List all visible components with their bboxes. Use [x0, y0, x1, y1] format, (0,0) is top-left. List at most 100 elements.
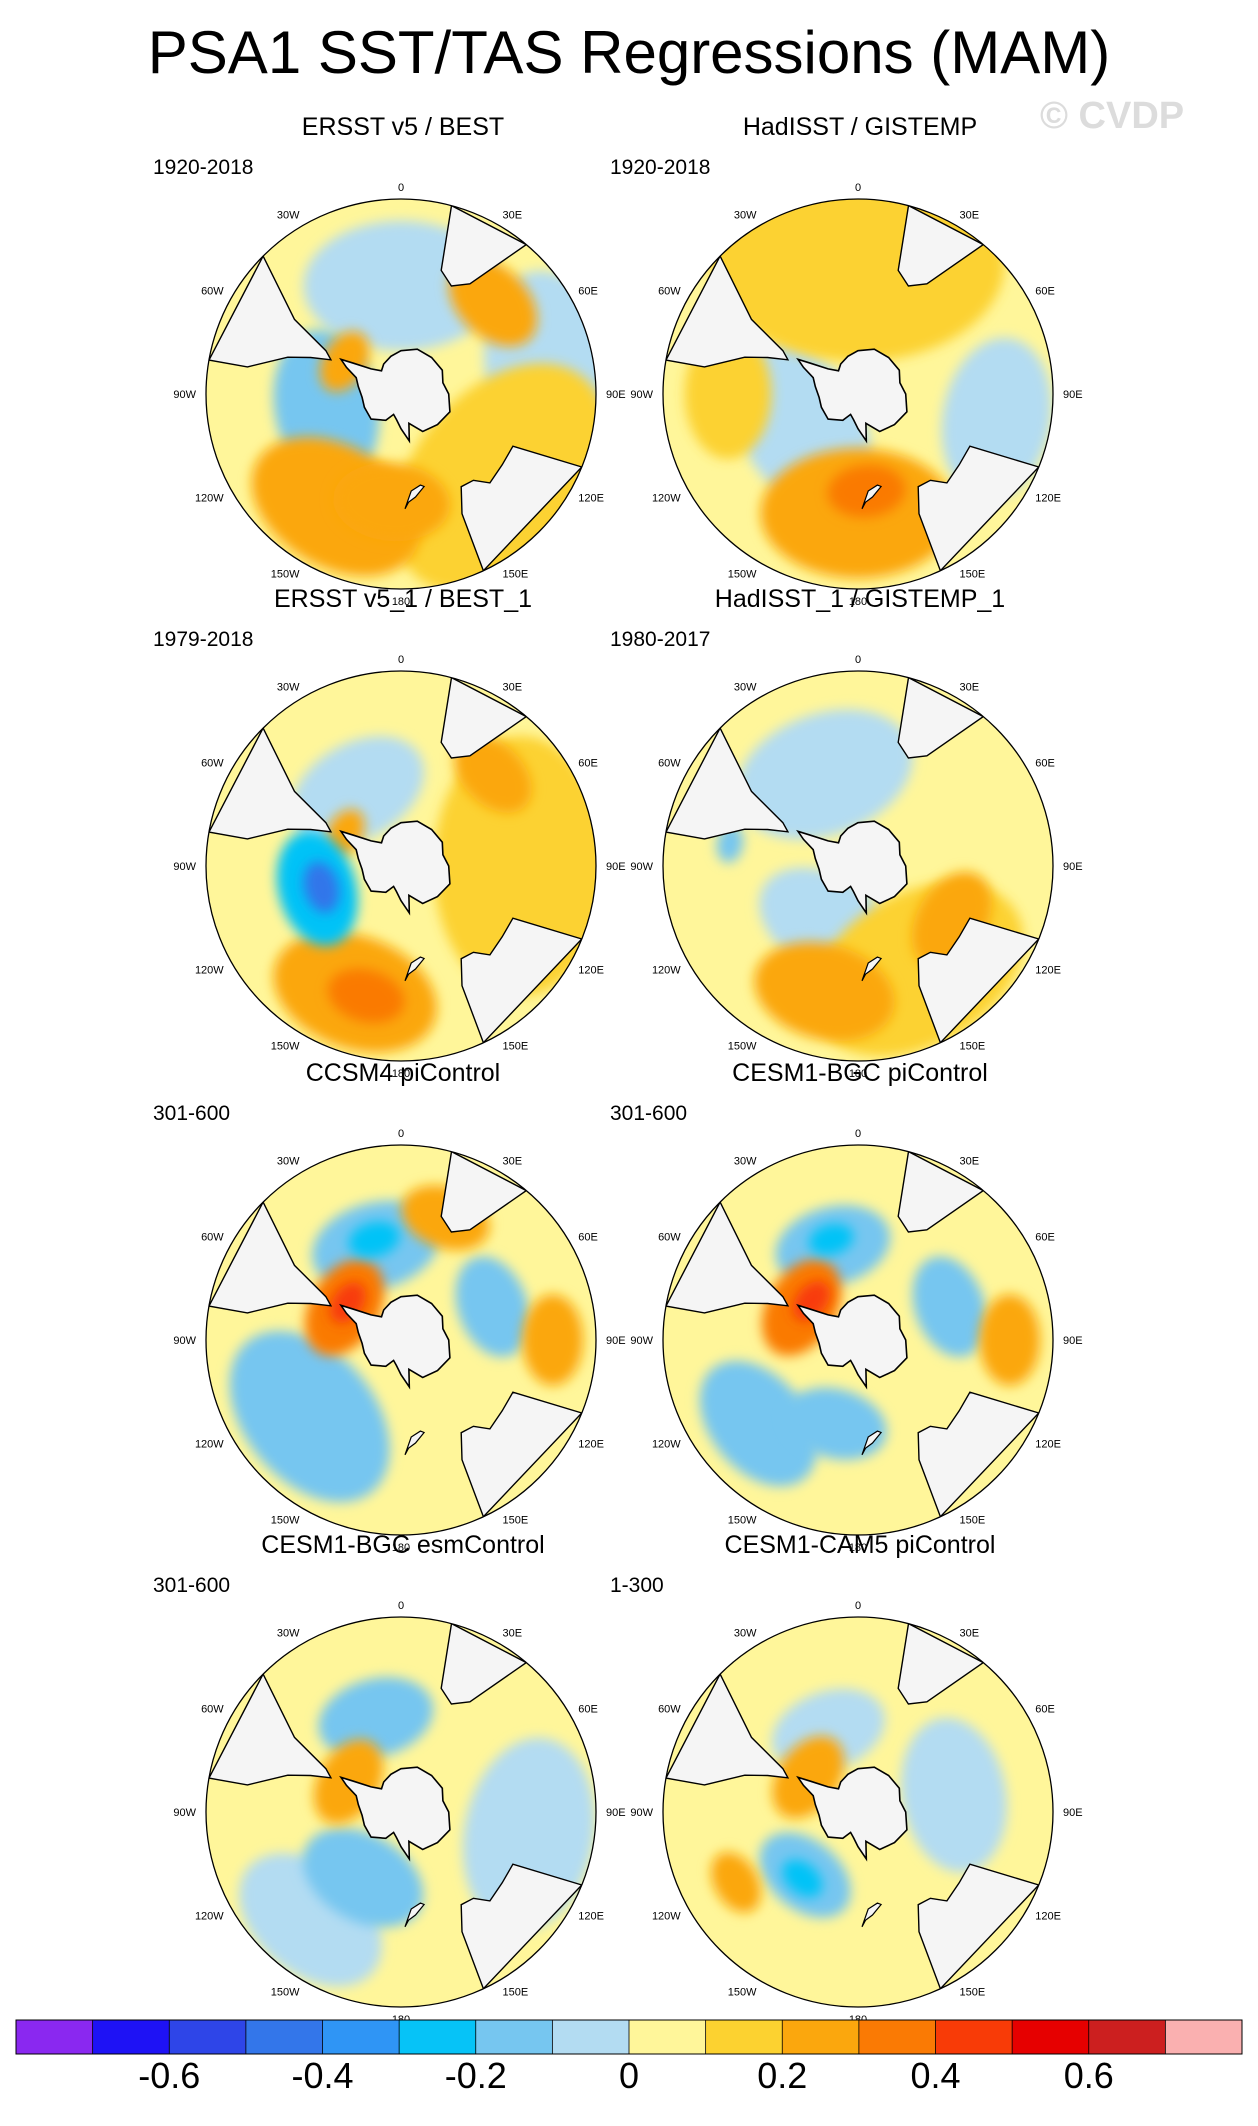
map-panel: CESM1-BGC esmControl 0 30E 60E 90E 120E 150E 18…: [143, 1530, 663, 2050]
lon-tick-label: 30E: [503, 1628, 523, 1640]
anomaly-region: [333, 462, 450, 542]
colorbar-label: 0.2: [757, 2055, 808, 2096]
map-panel: ERSST v5_1 / BEST_1 0 30E 60E 90E 120E 150E 180…: [143, 584, 663, 1104]
colorbar: [15, 2019, 1243, 2060]
lon-tick-label: 60W: [201, 1704, 224, 1716]
panel-title: ERSST v5_1 / BEST_1: [274, 585, 532, 613]
map-boundary: [205, 1144, 597, 1536]
continent: [460, 1863, 584, 1990]
panel-title: HadISST / GISTEMP: [742, 113, 978, 141]
lon-tick-label: 0: [855, 1128, 861, 1140]
map-boundary: [205, 1616, 597, 2008]
colorbar-label: -0.6: [138, 2055, 201, 2096]
lon-tick-label: 90E: [1063, 1335, 1083, 1347]
anomaly-region: [711, 199, 1005, 362]
antarctica: [339, 348, 451, 444]
panel-title: CESM1-BGC esmControl: [261, 1531, 545, 1559]
colorbar-label: 0.4: [910, 2055, 961, 2096]
lon-tick-label: 120W: [195, 1911, 224, 1923]
watermark: © CVDP: [1040, 95, 1185, 137]
continent: [897, 1150, 985, 1233]
antarctica: [796, 1294, 908, 1390]
lon-tick-label: 150E: [503, 1986, 529, 1998]
lon-tick-label: 90E: [606, 861, 626, 873]
continent: [440, 1622, 528, 1705]
lon-tick-label: 180: [392, 1068, 410, 1080]
anomaly-region: [754, 941, 895, 1042]
colorbar-swatch: [245, 2020, 323, 2054]
map-panel: HadISST / GISTEMP 0 30E 60E 90E 120E 150E 180 15…: [600, 112, 1120, 632]
lon-tick-label: 120E: [1035, 1439, 1061, 1451]
colorbar-swatch: [16, 2020, 93, 2054]
colorbar-swatch: [169, 2020, 247, 2054]
continent: [440, 204, 528, 287]
panel-period: 301-600: [153, 1102, 231, 1125]
lon-tick-label: 60W: [201, 286, 224, 298]
new-zealand: [404, 484, 426, 510]
colorbar-swatch: [858, 2020, 936, 2054]
lon-tick-label: 150E: [503, 1514, 529, 1526]
lon-tick-label: 30W: [734, 210, 757, 222]
anomaly-region: [808, 1223, 854, 1256]
continent: [207, 1672, 333, 1786]
lon-tick-label: 180: [849, 596, 867, 608]
lon-tick-label: 150E: [503, 1040, 529, 1052]
continent: [917, 1863, 1041, 1990]
continent: [664, 1200, 790, 1314]
continent: [207, 254, 333, 368]
lon-tick-label: 120E: [1035, 493, 1061, 505]
lon-tick-label: 90E: [1063, 861, 1083, 873]
lon-tick-label: 90W: [173, 861, 196, 873]
map-boundary: [205, 198, 597, 590]
lon-tick-label: 60E: [1035, 758, 1055, 770]
lon-tick-label: 150W: [271, 1040, 300, 1052]
map-boundary: [662, 198, 1054, 590]
colorbar-swatch: [705, 2020, 783, 2054]
lon-tick-label: 180: [392, 1542, 410, 1554]
lon-tick-label: 60W: [201, 758, 224, 770]
map-boundary: [662, 1144, 1054, 1536]
lon-tick-label: 30W: [277, 210, 300, 222]
lon-tick-label: 180: [392, 596, 410, 608]
lon-tick-label: 0: [855, 1600, 861, 1612]
anomaly-region: [455, 1256, 530, 1357]
lon-tick-label: 0: [398, 182, 404, 194]
lon-tick-label: 0: [398, 1128, 404, 1140]
panel-title: ERSST v5 / BEST: [301, 113, 505, 141]
anomaly-region: [291, 736, 425, 846]
antarctica: [339, 1294, 451, 1390]
anomaly-region: [454, 735, 532, 813]
lon-tick-label: 30E: [960, 210, 980, 222]
lon-tick-label: 90E: [1063, 1807, 1083, 1819]
map-boundary: [205, 670, 597, 1062]
anomaly-region: [711, 1852, 761, 1913]
lon-tick-label: 60E: [1035, 1232, 1055, 1244]
panel-period: 1-300: [610, 1574, 664, 1597]
lon-tick-label: 120E: [578, 1911, 604, 1923]
anomaly-region: [327, 968, 405, 1023]
new-zealand: [861, 956, 883, 982]
lon-tick-label: 120W: [195, 965, 224, 977]
continent: [460, 445, 584, 572]
lon-tick-label: 60E: [578, 286, 598, 298]
colorbar-label: -0.2: [444, 2055, 507, 2096]
colorbar-swatch: [322, 2020, 400, 2054]
lon-tick-label: 0: [398, 654, 404, 666]
map-boundary: [662, 670, 1054, 1062]
lon-tick-label: 30W: [734, 1628, 757, 1640]
continent: [897, 1622, 985, 1705]
panel-period: 1920-2018: [153, 156, 254, 179]
lon-tick-label: 30W: [277, 682, 300, 694]
colorbar-swatch: [552, 2020, 630, 2054]
continent: [897, 204, 985, 287]
lon-tick-label: 120E: [578, 1439, 604, 1451]
panel-period: 1920-2018: [610, 156, 711, 179]
lon-tick-label: 90E: [1063, 389, 1083, 401]
lon-tick-label: 90E: [606, 1335, 626, 1347]
